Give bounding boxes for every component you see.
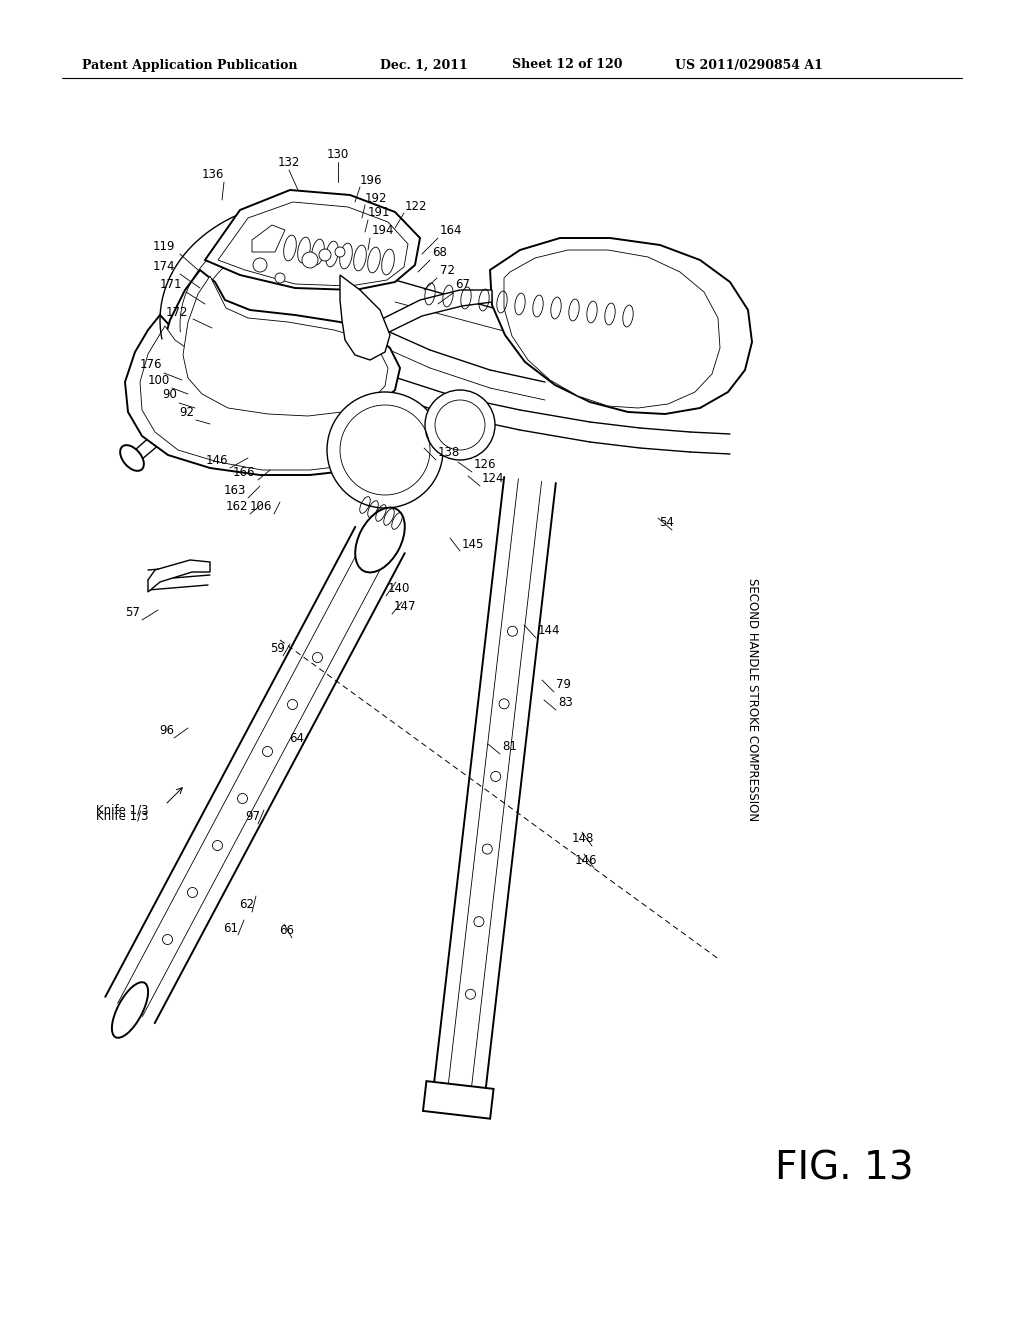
Text: 147: 147 bbox=[394, 601, 417, 614]
Circle shape bbox=[327, 392, 443, 508]
Text: 81: 81 bbox=[502, 741, 517, 754]
Text: 106: 106 bbox=[250, 500, 272, 513]
Polygon shape bbox=[160, 271, 400, 422]
Text: US 2011/0290854 A1: US 2011/0290854 A1 bbox=[675, 58, 823, 71]
Text: 132: 132 bbox=[278, 156, 300, 169]
Text: 92: 92 bbox=[179, 405, 194, 418]
Text: 140: 140 bbox=[388, 582, 411, 595]
Polygon shape bbox=[148, 560, 210, 591]
Text: 72: 72 bbox=[440, 264, 455, 276]
Text: 119: 119 bbox=[153, 240, 175, 253]
Text: 79: 79 bbox=[556, 678, 571, 692]
Text: 196: 196 bbox=[360, 173, 383, 186]
Polygon shape bbox=[380, 290, 492, 334]
Polygon shape bbox=[340, 275, 390, 360]
Text: 136: 136 bbox=[202, 169, 224, 181]
Text: Sheet 12 of 120: Sheet 12 of 120 bbox=[512, 58, 623, 71]
Text: FIG. 13: FIG. 13 bbox=[775, 1150, 914, 1187]
Polygon shape bbox=[252, 224, 285, 252]
Text: 61: 61 bbox=[223, 921, 238, 935]
Text: Patent Application Publication: Patent Application Publication bbox=[82, 58, 298, 71]
Text: 130: 130 bbox=[327, 149, 349, 161]
Ellipse shape bbox=[355, 508, 404, 573]
Text: 146: 146 bbox=[206, 454, 228, 466]
Text: 64: 64 bbox=[289, 733, 304, 746]
Text: 191: 191 bbox=[368, 206, 390, 219]
Text: 192: 192 bbox=[365, 191, 387, 205]
Circle shape bbox=[275, 273, 285, 282]
Text: 138: 138 bbox=[438, 446, 460, 459]
Circle shape bbox=[253, 257, 267, 272]
Text: 164: 164 bbox=[440, 223, 463, 236]
Polygon shape bbox=[490, 238, 752, 414]
Ellipse shape bbox=[112, 982, 148, 1038]
Text: 57: 57 bbox=[125, 606, 140, 619]
Text: 67: 67 bbox=[455, 279, 470, 292]
Text: 126: 126 bbox=[474, 458, 497, 471]
Circle shape bbox=[425, 389, 495, 459]
Text: 163: 163 bbox=[223, 483, 246, 496]
Text: 174: 174 bbox=[153, 260, 175, 273]
Text: 90: 90 bbox=[162, 388, 177, 401]
Ellipse shape bbox=[120, 445, 143, 471]
Text: 124: 124 bbox=[482, 473, 505, 486]
Polygon shape bbox=[183, 276, 388, 416]
Text: 59: 59 bbox=[270, 643, 285, 656]
Text: 97: 97 bbox=[245, 810, 260, 824]
Text: 162: 162 bbox=[225, 500, 248, 513]
Text: 145: 145 bbox=[462, 537, 484, 550]
Text: 96: 96 bbox=[159, 725, 174, 738]
Text: 166: 166 bbox=[232, 466, 255, 479]
Text: 172: 172 bbox=[166, 305, 188, 318]
Polygon shape bbox=[125, 315, 408, 475]
Text: Dec. 1, 2011: Dec. 1, 2011 bbox=[380, 58, 468, 71]
Text: 83: 83 bbox=[558, 697, 572, 710]
Text: 148: 148 bbox=[571, 833, 594, 846]
Text: Knife 1/3: Knife 1/3 bbox=[95, 804, 148, 817]
Polygon shape bbox=[205, 190, 420, 290]
Text: 144: 144 bbox=[538, 624, 560, 638]
Text: 62: 62 bbox=[239, 899, 254, 912]
Text: SECOND HANDLE STROKE COMPRESSION: SECOND HANDLE STROKE COMPRESSION bbox=[746, 578, 759, 821]
Text: 100: 100 bbox=[147, 374, 170, 387]
Text: 66: 66 bbox=[279, 924, 294, 937]
Text: 194: 194 bbox=[372, 223, 394, 236]
Circle shape bbox=[319, 249, 331, 261]
Text: 146: 146 bbox=[574, 854, 597, 867]
Text: 171: 171 bbox=[160, 277, 182, 290]
Text: Knife 1/3: Knife 1/3 bbox=[95, 809, 148, 822]
Text: 54: 54 bbox=[659, 516, 674, 529]
Circle shape bbox=[302, 252, 318, 268]
Text: 122: 122 bbox=[406, 199, 427, 213]
Text: 176: 176 bbox=[139, 359, 162, 371]
Text: 68: 68 bbox=[432, 246, 446, 259]
Polygon shape bbox=[504, 249, 720, 408]
Circle shape bbox=[335, 247, 345, 257]
Polygon shape bbox=[140, 326, 396, 470]
Polygon shape bbox=[218, 202, 408, 286]
Polygon shape bbox=[423, 1081, 494, 1118]
